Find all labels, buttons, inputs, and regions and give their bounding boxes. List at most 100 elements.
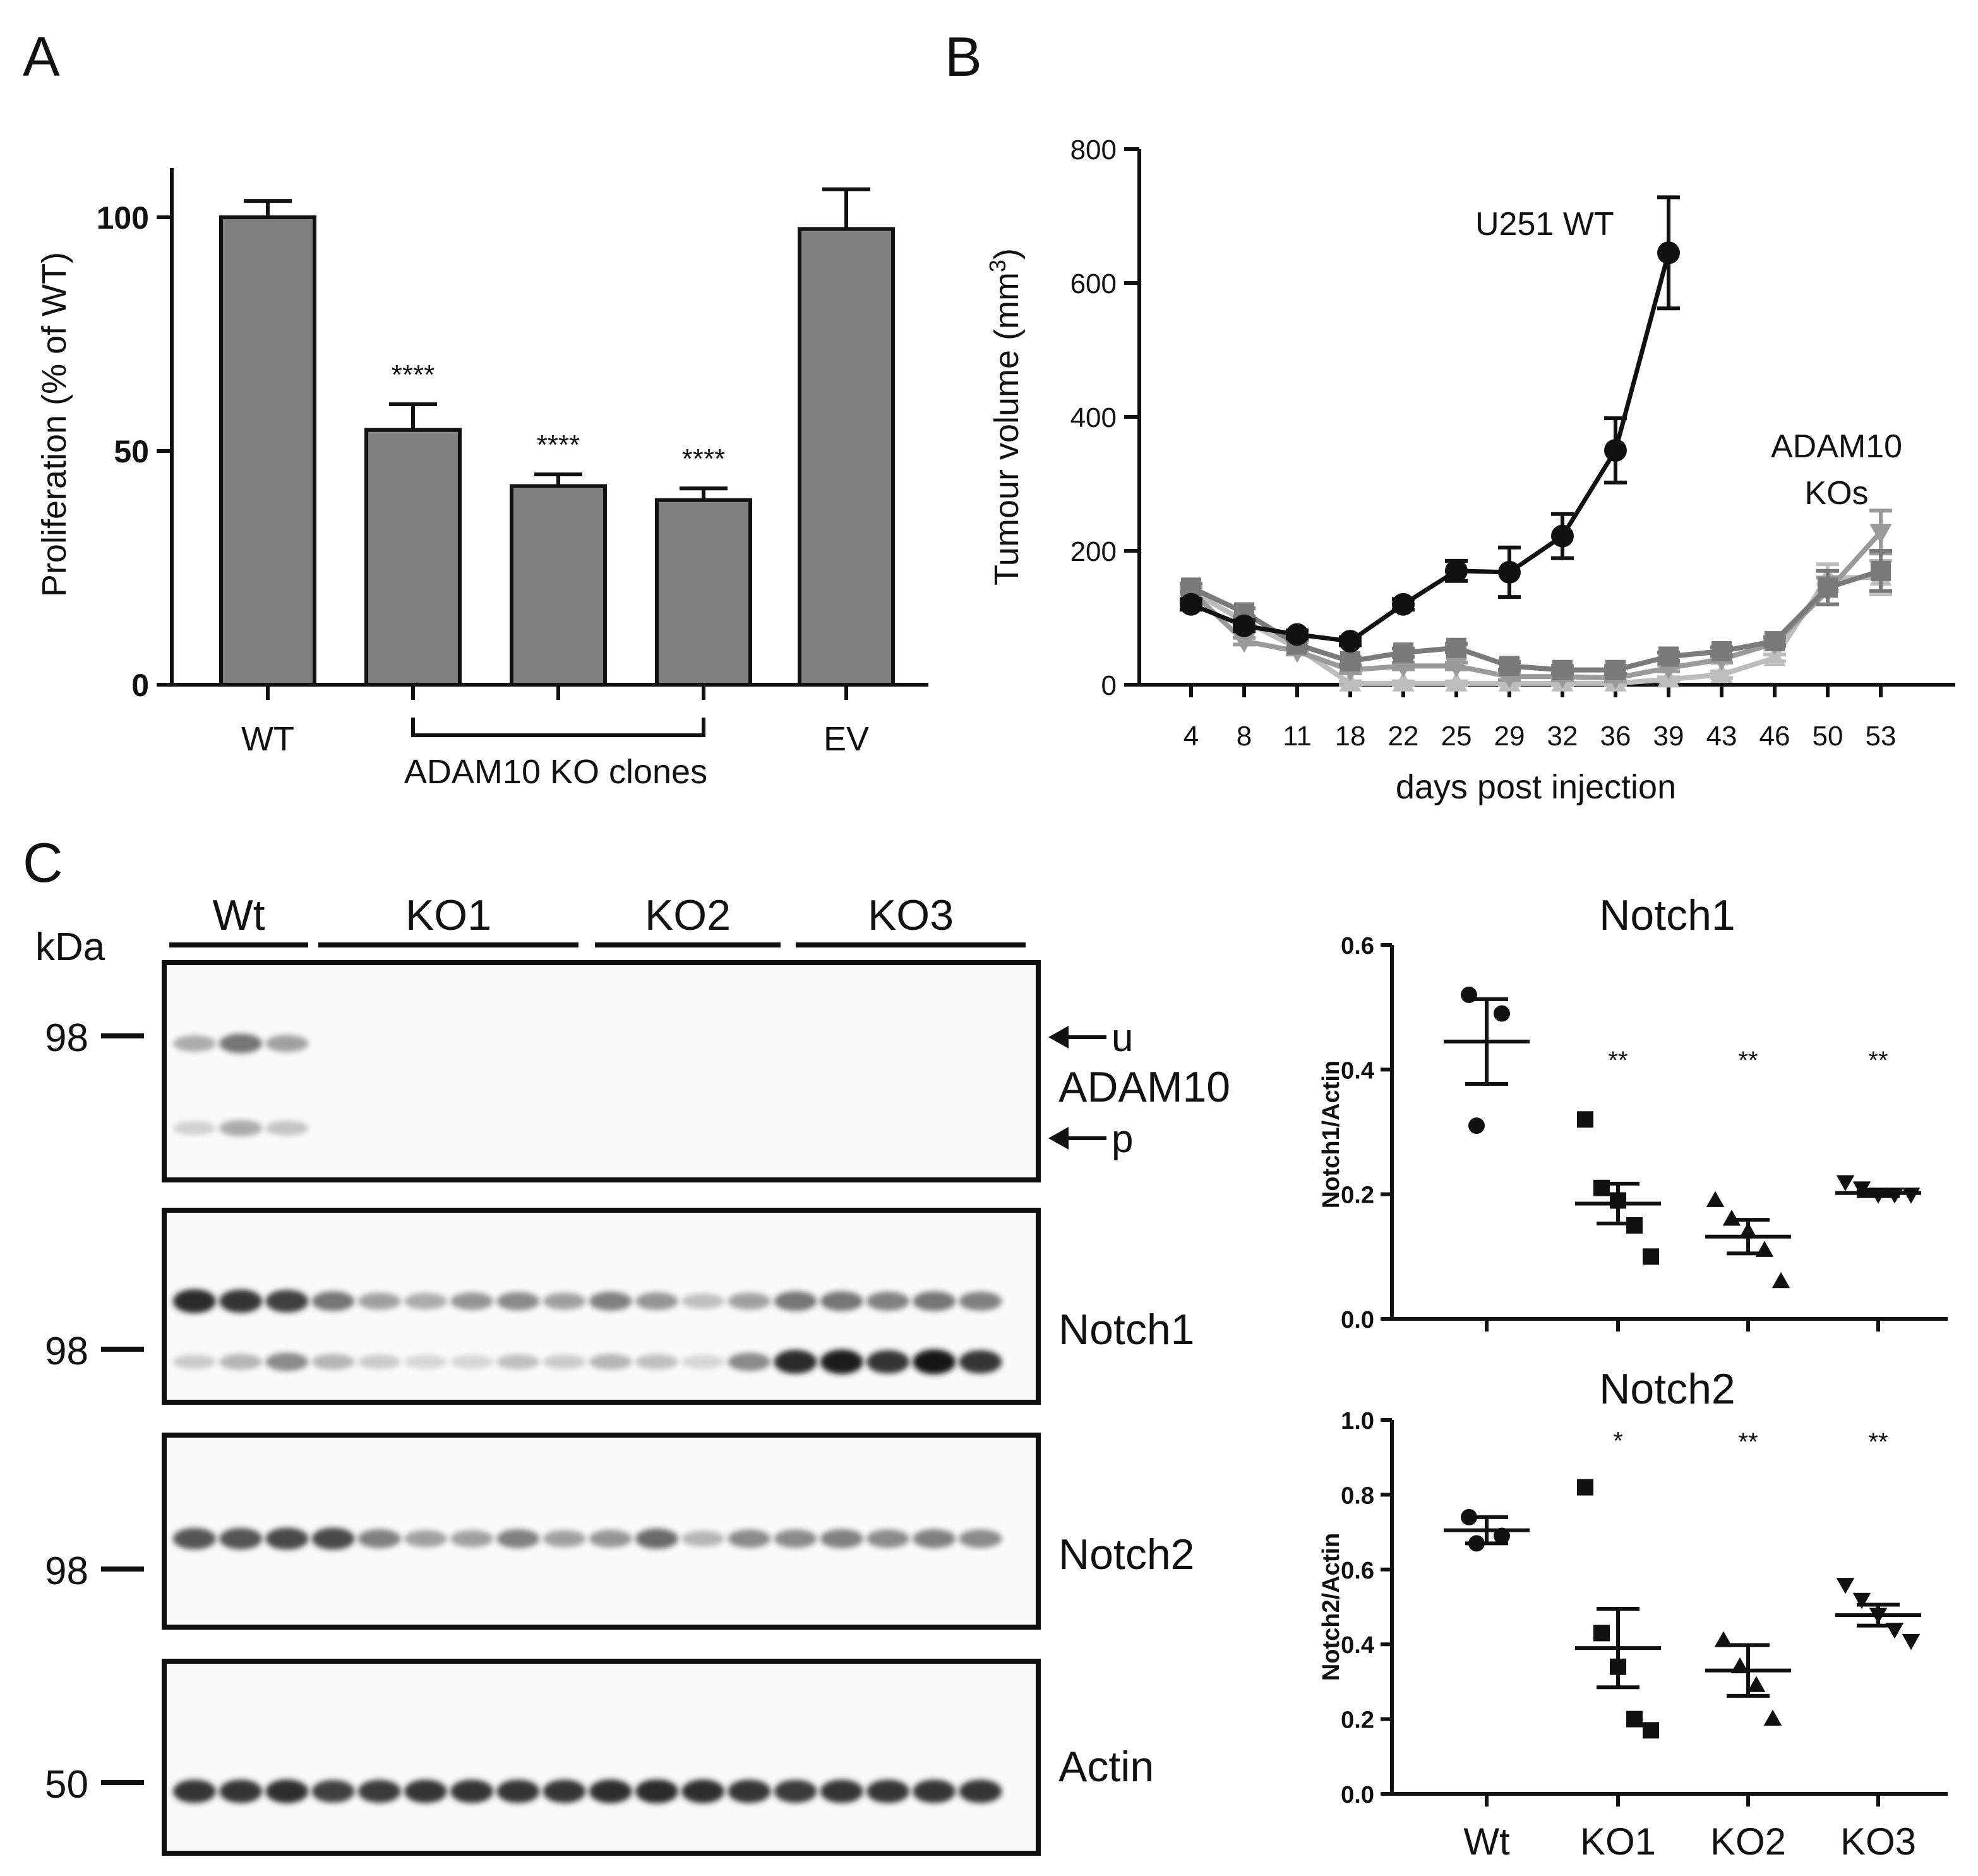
- scatter-point: [1577, 1111, 1593, 1128]
- scatter-y-tick-label: 0.2: [1341, 1182, 1374, 1209]
- line-chart-point: [1392, 671, 1415, 692]
- blot-band: [311, 1527, 355, 1550]
- line-chart-x-tick-label: 11: [1283, 721, 1312, 752]
- scatter-point: [1852, 1592, 1871, 1609]
- scatter-point: [1643, 1248, 1659, 1265]
- line-chart-point: [1445, 671, 1468, 692]
- scatter-significance-label: **: [1868, 1428, 1888, 1456]
- scatter-y-tick-label: 0.8: [1341, 1482, 1374, 1509]
- blot-band: [219, 1528, 263, 1549]
- blot-band: [265, 1527, 309, 1550]
- bar-chart-y-tick-label: 0: [131, 668, 149, 703]
- bar: [655, 498, 752, 687]
- blot-band: [589, 1530, 632, 1548]
- line-chart-x-tick-label: 32: [1547, 721, 1578, 752]
- line-chart-point: [1818, 577, 1838, 598]
- line-chart-point: [1763, 646, 1786, 666]
- scatter-point: [1643, 1722, 1659, 1739]
- blot-band: [219, 1779, 263, 1803]
- blot-band: [450, 1530, 494, 1548]
- blot-band: [173, 1121, 216, 1136]
- blot-band: [681, 1294, 725, 1309]
- line-chart-xlabel: days post injection: [1396, 768, 1676, 806]
- blot-band: [959, 1350, 1002, 1374]
- blot-band: [357, 1354, 401, 1369]
- scatter-significance-label: *: [1613, 1428, 1623, 1455]
- line-chart-point: [1445, 559, 1468, 582]
- line-chart-y-tick-label: 400: [1070, 402, 1117, 433]
- scatter-significance-label: **: [1608, 1047, 1627, 1074]
- blot-band: [866, 1529, 909, 1548]
- line-chart-y-tick-label: 600: [1070, 268, 1117, 299]
- blot-band: [173, 1289, 216, 1313]
- arrow-u-head: [1048, 1026, 1069, 1049]
- blot-band: [496, 1529, 540, 1548]
- line-chart-point: [1551, 524, 1574, 548]
- blot-band: [913, 1529, 956, 1548]
- scatter-point: [1626, 1711, 1643, 1728]
- blot-band: [635, 1529, 678, 1549]
- bar: [364, 428, 462, 687]
- blot-group-label: KO2: [645, 891, 731, 939]
- blot-band: [774, 1350, 817, 1374]
- blot-band: [542, 1354, 586, 1369]
- line-chart-series-line: [1190, 252, 1671, 644]
- blot-band: [265, 1121, 309, 1136]
- blot-band: [681, 1779, 725, 1803]
- blot-size-marker-label: 50: [45, 1763, 88, 1807]
- blot-band: [866, 1292, 909, 1311]
- line-chart-point: [1392, 658, 1415, 678]
- bar-chart-y-tick-label: 50: [114, 434, 149, 469]
- bar-category-label: WT: [241, 720, 294, 758]
- line-chart-x-tick-label: 36: [1600, 721, 1631, 752]
- bar-significance-label: ****: [392, 359, 435, 390]
- scatter-point: [1593, 1625, 1610, 1642]
- blot-band: [542, 1292, 586, 1310]
- blot-band: [265, 1779, 309, 1803]
- blot-band: [913, 1291, 956, 1311]
- scatter-y-tick-label: 0.6: [1341, 1558, 1374, 1584]
- line-chart-point: [1233, 633, 1256, 653]
- blot-band: [496, 1292, 540, 1311]
- blot-frame: [162, 960, 1041, 1182]
- blot-band: [542, 1530, 586, 1548]
- line-chart-point: [1869, 524, 1892, 544]
- blot-group-label: Wt: [212, 891, 265, 939]
- blot-band: [404, 1293, 447, 1309]
- blot-protein-label: Actin: [1058, 1743, 1154, 1791]
- blot-band: [635, 1354, 678, 1369]
- scatter-point: [1722, 1210, 1741, 1226]
- blot-size-marker-label: 98: [45, 1330, 88, 1373]
- blot-band: [774, 1529, 817, 1548]
- blot-band: [404, 1355, 447, 1369]
- notch1-title: Notch1: [1599, 891, 1735, 939]
- blot-band: [820, 1529, 863, 1548]
- blot-band: [681, 1530, 725, 1547]
- scatter-category-label: KO1: [1580, 1820, 1656, 1863]
- blot-band: [219, 1354, 263, 1370]
- blot-band: [635, 1779, 678, 1803]
- line-chart-x-tick-label: 46: [1759, 721, 1790, 752]
- scatter-notch2: Notch2 Notch2/Actin 0.0 0.2 0.4 0.6 0.8 1.0 Wt…: [1318, 1365, 1948, 1863]
- blot-band: [311, 1780, 355, 1803]
- ko-series-label-line2: KOs: [1804, 475, 1868, 512]
- scatter-significance-label: **: [1738, 1047, 1758, 1074]
- line-chart-point: [1552, 659, 1573, 680]
- scatter-category-label: Wt: [1463, 1820, 1510, 1863]
- line-chart-ylabel: Tumour volume (mm3): [985, 248, 1026, 586]
- blot-band: [728, 1529, 771, 1548]
- line-chart-point: [1710, 663, 1733, 683]
- scatter-point: [1836, 1175, 1855, 1191]
- blot-band: [681, 1355, 725, 1369]
- panel-label-a: A: [23, 25, 60, 88]
- blot-band: [450, 1779, 494, 1803]
- line-chart-y-tick-label: 200: [1070, 536, 1117, 567]
- scatter-y-tick-label: 0.2: [1341, 1707, 1374, 1734]
- line-chart-point: [1605, 659, 1626, 680]
- line-chart-point: [1658, 646, 1679, 667]
- line-chart-point: [1339, 671, 1362, 692]
- scatter-y-tick-label: 0.0: [1341, 1782, 1374, 1808]
- blot-band: [542, 1779, 586, 1803]
- notch2-ylabel: Notch2/Actin: [1318, 1533, 1345, 1681]
